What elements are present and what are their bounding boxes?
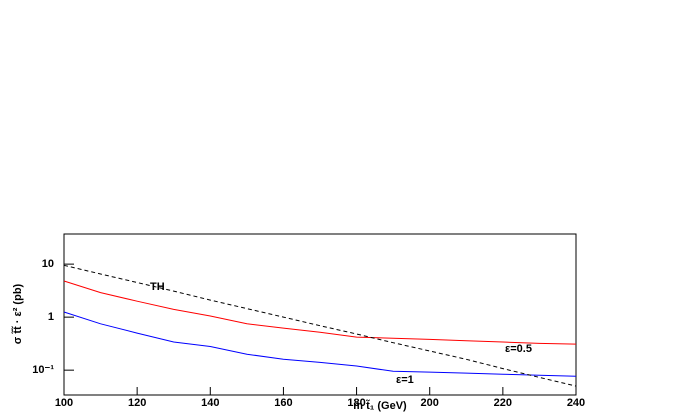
x-tick-label: 120	[128, 397, 146, 409]
y-tick-label: 10	[42, 258, 54, 270]
x-tick-label: 180	[347, 397, 365, 409]
x-tick-label: 160	[274, 397, 292, 409]
x-tick-label: 240	[567, 397, 585, 409]
x-axis-label: m t̃₁ (GeV)	[353, 399, 407, 412]
x-tick-label: 220	[494, 397, 512, 409]
series-line	[63, 264, 577, 387]
x-tick-label: 140	[201, 397, 219, 409]
x-tick-label: 200	[421, 397, 439, 409]
series-line	[63, 311, 577, 377]
y-tick-label: 10⁻¹	[32, 364, 54, 376]
series-line	[63, 280, 577, 345]
y-tick-label: 1	[48, 311, 54, 323]
series-label: TH	[150, 281, 165, 293]
y-axis-label: σ t̃t̃ · ε² (pb)	[11, 283, 24, 344]
series-label: ε=1	[396, 374, 414, 386]
plot-frame	[63, 233, 577, 396]
x-tick-label: 100	[55, 397, 73, 409]
series-label: ε=0.5	[505, 343, 532, 355]
